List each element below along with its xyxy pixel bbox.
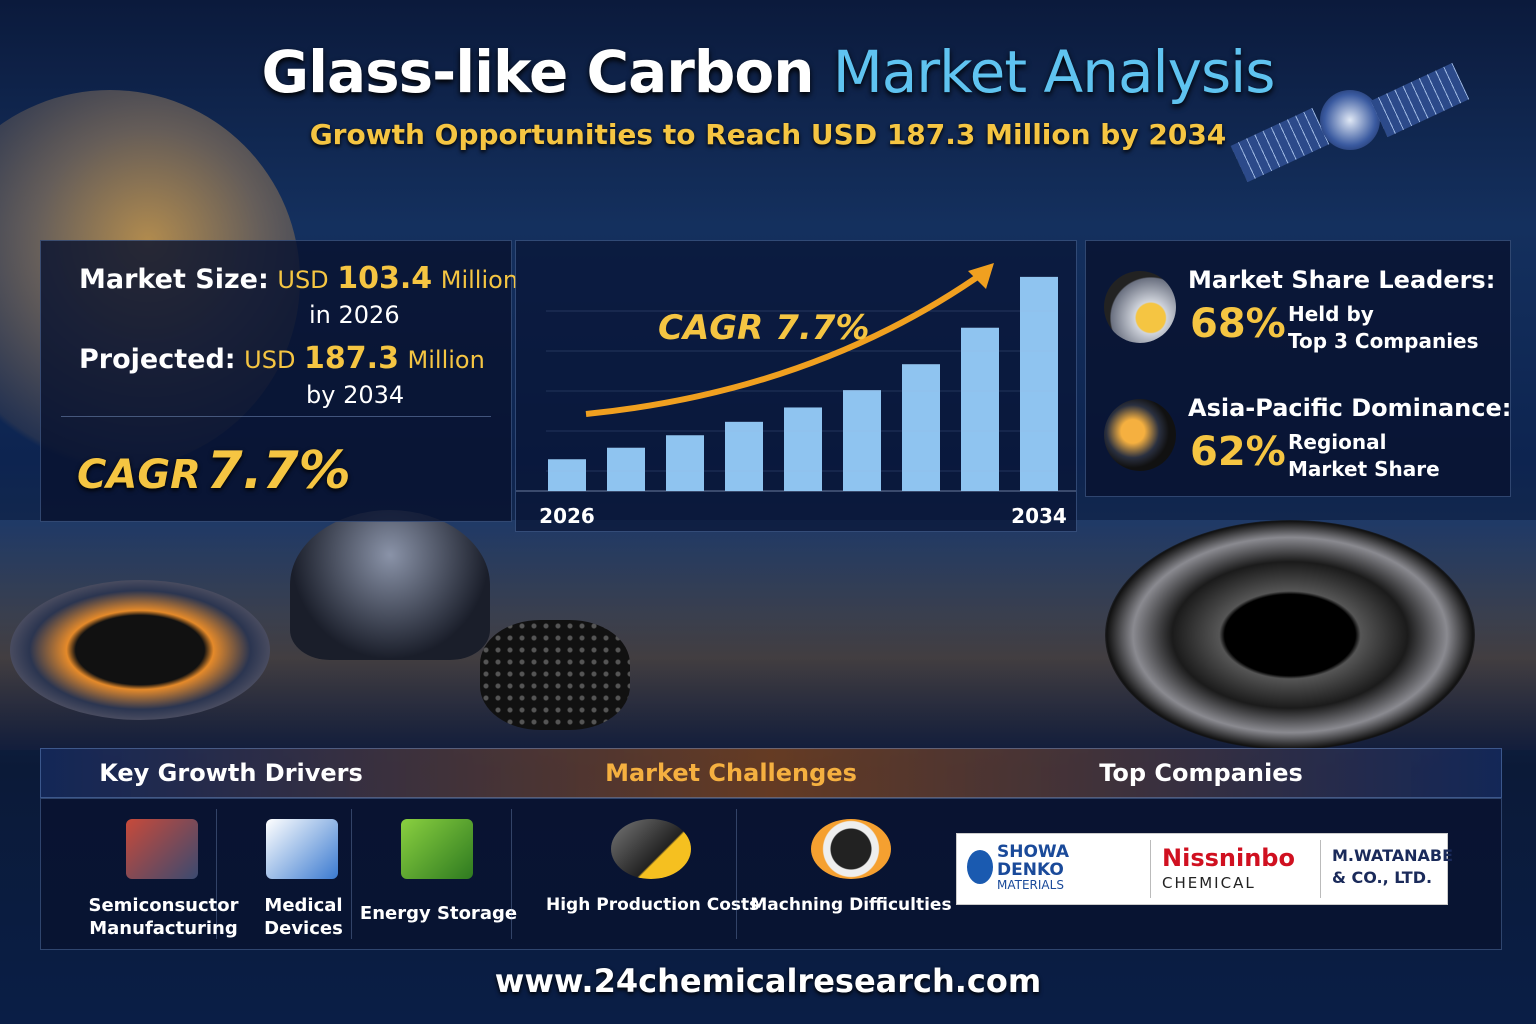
bar	[725, 421, 763, 491]
x-tick-label: 2034	[1011, 504, 1067, 528]
showa-mark	[967, 850, 993, 884]
title-main: Glass-like Carbon	[261, 38, 815, 106]
driver-label: Energy Storage	[359, 903, 518, 924]
challenge-label: Machning Difficulties	[750, 895, 952, 915]
market-size-year: in 2026	[309, 301, 400, 329]
carbon-crucible	[1105, 520, 1475, 750]
highlight-icon	[1104, 271, 1176, 343]
company-name: MATERIALS	[997, 878, 1064, 892]
highlight-value: 62%	[1190, 429, 1286, 475]
highlight-note: Top 3 Companies	[1288, 329, 1479, 353]
market-size-unit: Million	[440, 266, 519, 294]
footer-url: www.24chemicalresearch.com	[494, 962, 1042, 1000]
bar	[843, 390, 881, 491]
driver-label: Devices	[264, 918, 343, 939]
section-body: Semiconsuctor Manufacturing Medical Devices…	[40, 798, 1502, 950]
companies-heading: Top Companies	[1099, 759, 1303, 787]
separator	[351, 809, 352, 939]
market-size-line: Market Size: USD 103.4 Million	[79, 261, 518, 296]
cagr-label: CAGR	[77, 452, 201, 498]
driver-label: Manufacturing	[89, 918, 238, 939]
growth-arrowhead	[968, 263, 994, 289]
challenge-label: High Production Costs	[546, 895, 760, 915]
highlights-panel: Market Share Leaders: 68% Held by Top 3 Com…	[1085, 240, 1511, 497]
title: Glass-like Carbon Market Analysis	[0, 38, 1536, 106]
company-name: & CO., LTD.	[1332, 868, 1433, 887]
highlight-note: Regional	[1288, 430, 1387, 454]
carbon-dome	[290, 510, 490, 660]
section-bar: Key Growth Drivers Market Challenges Top…	[40, 748, 1502, 798]
logo-separator	[1150, 840, 1151, 898]
carbon-plate	[10, 580, 270, 720]
highlight-title: Market Share Leaders:	[1188, 266, 1496, 294]
cagr-value: 7.7%	[206, 441, 351, 501]
market-size-prefix: USD	[277, 266, 329, 294]
title-accent: Market Analysis	[832, 38, 1276, 106]
challenges-heading: Market Challenges	[605, 759, 857, 787]
company-name: SHOWA	[997, 842, 1070, 862]
projected-line: Projected: USD 187.3 Million	[79, 341, 485, 376]
driver-icon	[126, 819, 198, 879]
separator	[736, 809, 737, 939]
bar	[784, 407, 822, 491]
company-name: Nissninbo	[1162, 844, 1295, 872]
market-size-label: Market Size:	[79, 264, 269, 295]
projected-value: 187.3	[304, 341, 399, 376]
driver-label: Semiconsuctor	[88, 895, 239, 916]
bar	[548, 459, 586, 491]
projected-prefix: USD	[244, 346, 296, 374]
highlight-title: Asia-Pacific Dominance:	[1188, 394, 1512, 422]
cagr-block: CAGR 7.7%	[77, 441, 351, 501]
growth-arrow	[585, 268, 988, 417]
driver-icon	[401, 819, 473, 879]
highlight-note: Market Share	[1288, 457, 1440, 481]
bar	[666, 435, 704, 491]
company-logos: SHOWA DENKO MATERIALS Nissninbo CHEMICAL M.WA…	[956, 833, 1453, 905]
challenge-icon	[611, 819, 691, 879]
satellite-decoration	[1230, 62, 1470, 190]
company-name: DENKO	[997, 860, 1064, 880]
challenge-icon	[811, 819, 891, 879]
stats-panel: Market Size: USD 103.4 Million in 2026 P…	[40, 240, 518, 522]
market-size-value: 103.4	[337, 261, 433, 296]
projected-unit: Million	[407, 346, 485, 374]
highlight-icon	[1104, 399, 1176, 471]
highlight-note: Held by	[1288, 302, 1374, 326]
projected-year: by 2034	[306, 381, 405, 409]
bar	[902, 364, 940, 491]
driver-label: Medical	[264, 895, 343, 916]
company-name: M.WATANABE	[1332, 846, 1454, 865]
separator	[511, 809, 512, 939]
divider	[61, 416, 491, 417]
logo-separator	[1320, 840, 1321, 898]
bar	[607, 447, 645, 491]
separator	[216, 809, 217, 939]
carbon-grid-part	[480, 620, 630, 730]
chart: 2034 2026 CAGR 7.7%	[516, 263, 1076, 528]
company-name: CHEMICAL	[1162, 874, 1256, 892]
driver-icon	[266, 819, 338, 879]
chart-annotation: CAGR 7.7%	[658, 308, 870, 348]
bar	[1020, 276, 1058, 491]
projected-label: Projected:	[79, 344, 236, 375]
x-tick-label: 2026	[539, 504, 595, 528]
highlight-value: 68%	[1190, 301, 1286, 347]
bar	[961, 327, 999, 491]
drivers-heading: Key Growth Drivers	[99, 759, 363, 787]
subtitle: Growth Opportunities to Reach USD 187.3 …	[309, 118, 1227, 151]
chart-panel: 2034 2026 CAGR 7.7%	[515, 240, 1077, 532]
